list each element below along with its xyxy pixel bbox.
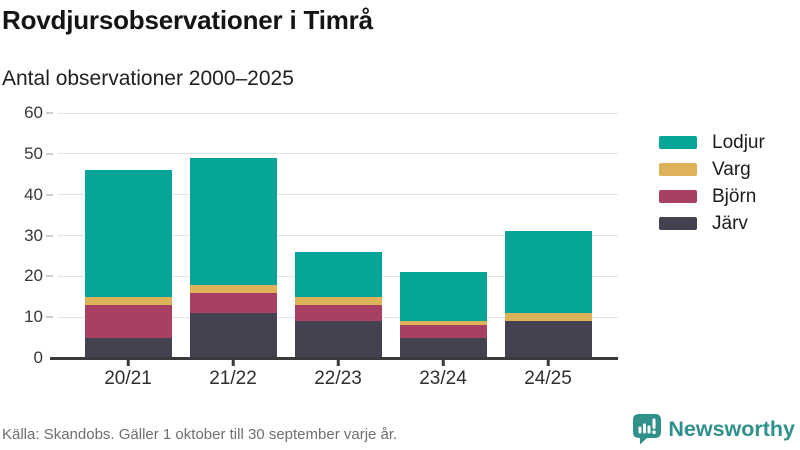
x-axis-tick [336, 360, 340, 366]
x-axis-tick [546, 360, 550, 366]
y-axis-tick [46, 234, 53, 237]
legend-swatch-varg [659, 163, 697, 176]
gridline-y-30 [58, 235, 618, 236]
page-title: Rovdjursobservationer i Timrå [2, 5, 373, 35]
legend-swatch-lodjur [659, 136, 697, 149]
y-axis-tick [46, 152, 53, 155]
x-axis-tick [126, 360, 130, 366]
newsworthy-logo: Newsworthy [633, 414, 795, 445]
gridline-y-40 [58, 194, 618, 196]
bar-segment-lodjur-24-25 [504, 231, 592, 314]
bar-segment-lodjur-23-24 [399, 272, 487, 322]
gridline-y-50 [58, 153, 618, 155]
legend-item-lodjur: Lodjur [659, 129, 765, 156]
bar-segment-lodjur-21-22 [189, 157, 277, 285]
bar-24-25 [504, 231, 592, 358]
bar-21-22 [189, 157, 277, 358]
y-axis-tick-label: 10 [24, 307, 43, 327]
bar-segment-varg-21-22 [189, 284, 277, 293]
y-axis-tick-label: 0 [33, 348, 43, 367]
x-axis-tick-label: 21/22 [209, 368, 257, 389]
legend-item-järv: Järv [659, 210, 765, 237]
x-axis-tick-label: 24/25 [524, 368, 572, 389]
bar-segment-björn-20-21 [84, 304, 172, 338]
bar-20-21 [84, 170, 172, 358]
y-axis-tick-label: 30 [24, 225, 43, 245]
x-axis-line [50, 356, 618, 360]
newsworthy-logo-icon [633, 414, 662, 445]
x-axis-tick-label: 22/23 [314, 368, 362, 389]
y-axis-tick-label: 40 [24, 184, 43, 204]
bar-segment-björn-21-22 [189, 292, 277, 314]
chart-subtitle: Antal observationer 2000–2025 [2, 67, 294, 90]
y-axis-tick [46, 112, 53, 114]
y-axis-tick-label: 50 [24, 143, 43, 163]
x-axis-tick-label: 23/24 [419, 368, 467, 389]
x-axis-tick-label: 20/21 [104, 368, 152, 389]
bar-segment-järv-20-21 [84, 337, 172, 358]
bar-segment-lodjur-20-21 [84, 170, 172, 297]
x-axis-tick [441, 360, 445, 366]
bar-segment-lodjur-22-23 [294, 251, 382, 297]
bar-segment-björn-22-23 [294, 304, 382, 322]
legend-label: Järv [712, 212, 748, 234]
legend-label: Lodjur [712, 131, 765, 153]
legend-swatch-björn [659, 190, 697, 203]
source-note: Källa: Skandobs. Gäller 1 oktober till 3… [2, 426, 398, 443]
plot-area: 0 10 20 30 40 50 60 20/21 21/22 22/23 23/24 24/25 [24, 104, 618, 389]
y-axis-tick-label: 60 [24, 103, 43, 122]
y-axis-tick-label: 20 [24, 266, 43, 286]
bar-23-24 [399, 272, 487, 358]
x-axis-tick [231, 360, 235, 366]
chart-legend: Lodjur Varg Björn Järv [659, 129, 765, 237]
bar-segment-järv-21-22 [189, 313, 277, 358]
bar-segment-varg-22-23 [294, 296, 382, 305]
bar-segment-järv-24-25 [504, 321, 592, 358]
bar-segment-björn-23-24 [399, 325, 487, 338]
bar-segment-varg-20-21 [84, 296, 172, 305]
bar-segment-varg-23-24 [399, 321, 487, 326]
legend-label: Varg [712, 158, 751, 180]
legend-swatch-järv [659, 217, 697, 230]
y-axis-tick [46, 316, 53, 319]
legend-item-björn: Björn [659, 183, 765, 210]
bar-segment-järv-23-24 [399, 337, 487, 358]
bar-segment-varg-24-25 [504, 313, 592, 322]
bar-segment-järv-22-23 [294, 321, 382, 358]
legend-label: Björn [712, 185, 757, 207]
newsworthy-logo-text: Newsworthy [668, 417, 795, 441]
bar-22-23 [294, 251, 382, 358]
gridline-y-60 [58, 112, 618, 114]
y-axis-tick [46, 193, 53, 196]
y-axis-tick [46, 275, 53, 278]
legend-item-varg: Varg [659, 156, 765, 183]
